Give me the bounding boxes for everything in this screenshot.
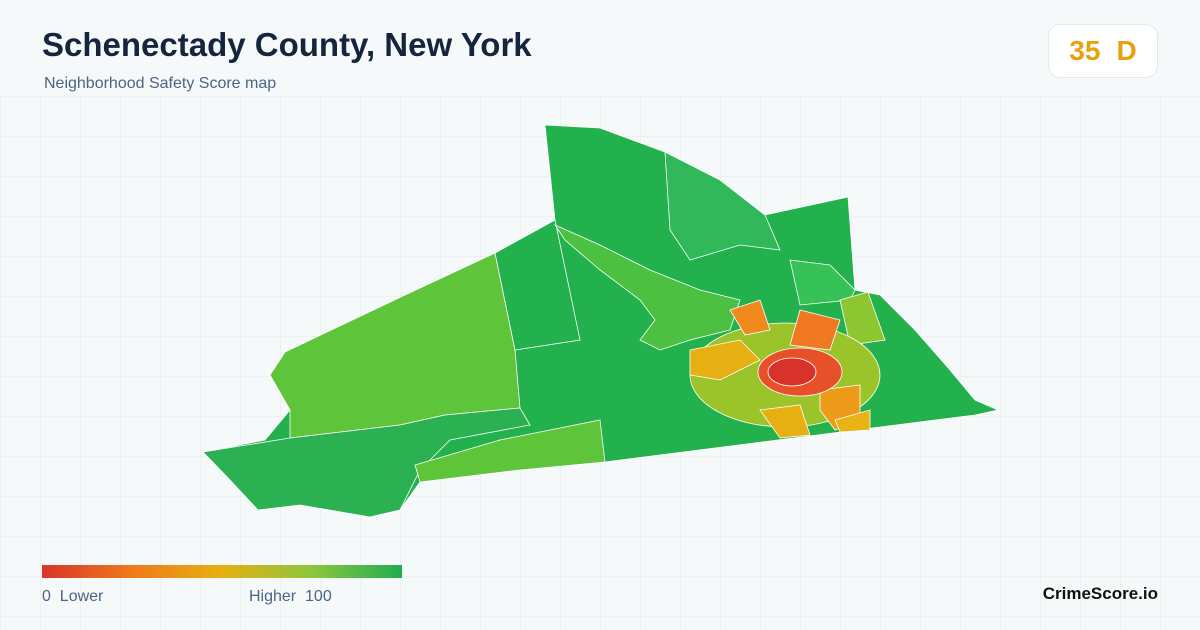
region <box>789 309 841 351</box>
region <box>494 219 581 351</box>
brand: CrimeScore.io <box>1042 584 1158 603</box>
region <box>202 407 531 518</box>
legend-low: 0 Lower <box>42 588 103 606</box>
score-value: 35 <box>1069 35 1101 66</box>
region <box>759 404 811 439</box>
region <box>767 357 817 387</box>
legend-max: 100 <box>305 588 332 605</box>
score-grade: D <box>1116 35 1137 66</box>
score-badge: 35 D <box>1048 24 1158 78</box>
region <box>834 409 871 433</box>
legend-high: Higher 100 <box>249 588 332 606</box>
region <box>839 291 886 346</box>
legend-min: 0 <box>42 588 51 605</box>
region <box>689 339 761 381</box>
region <box>789 259 856 306</box>
region <box>664 151 781 261</box>
legend-max-label: Higher <box>249 588 297 605</box>
legend-gradient <box>42 565 402 578</box>
region <box>729 299 771 336</box>
county-regions <box>202 124 1000 518</box>
legend-min-label: Lower <box>59 588 104 605</box>
region <box>414 419 606 483</box>
subtitle: Neighborhood Safety Score map <box>44 75 277 92</box>
region <box>553 224 741 351</box>
title: Schenectady County, New York <box>42 26 532 63</box>
